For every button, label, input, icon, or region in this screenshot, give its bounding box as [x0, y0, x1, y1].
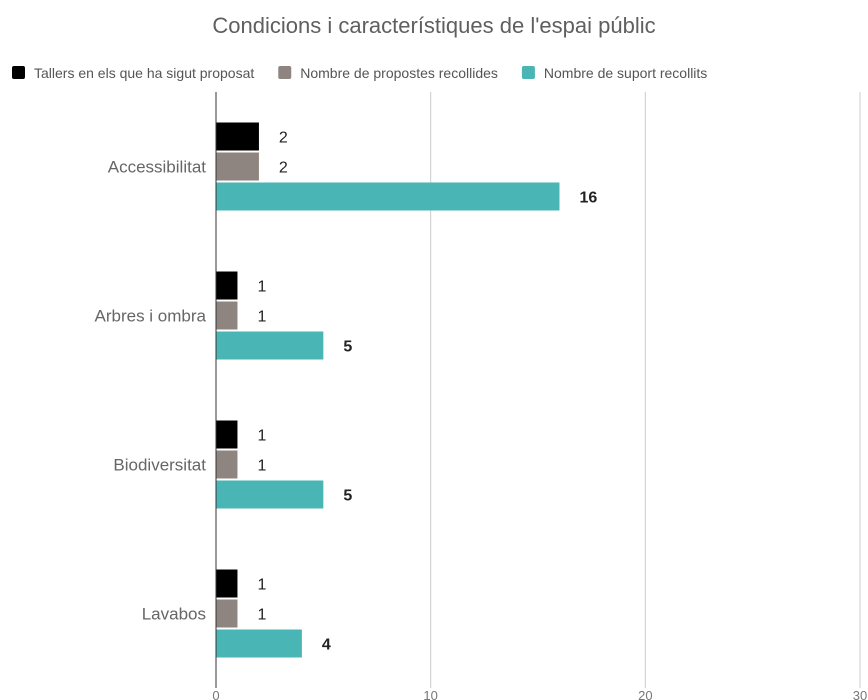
bar-2-0	[216, 420, 238, 449]
bar-2-2	[216, 480, 324, 509]
data-label-3-2: 4	[322, 637, 331, 654]
bars	[216, 122, 560, 658]
x-tick-label-0: 0	[212, 688, 219, 700]
data-label-1-1: 1	[257, 309, 266, 326]
legend-swatch-0	[12, 66, 25, 79]
data-label-0-0: 2	[279, 130, 288, 147]
data-labels: 2 2 16 1 1 5 1 1 5 1 1 4	[257, 130, 597, 654]
data-label-1-2: 5	[343, 339, 352, 356]
data-label-0-1: 2	[279, 160, 288, 177]
legend-label-0: Tallers en els que ha sigut proposat	[34, 65, 254, 81]
legend-label-1: Nombre de propostes recollides	[300, 65, 498, 81]
category-label-3: Lavabos	[142, 605, 206, 624]
chart-title: Condicions i característiques de l'espai…	[212, 13, 655, 38]
legend-label-2: Nombre de suport recollits	[544, 65, 707, 81]
category-label-2: Biodiversitat	[113, 456, 206, 475]
data-label-0-2: 16	[579, 190, 597, 207]
bar-0-0	[216, 122, 259, 151]
data-label-3-1: 1	[257, 607, 266, 624]
bar-1-2	[216, 331, 324, 360]
legend: Tallers en els que ha sigut proposat Nomb…	[12, 65, 707, 81]
x-axis-ticks: 0 10 20 30	[212, 688, 867, 700]
category-label-0: Accessibilitat	[108, 158, 207, 177]
legend-swatch-2	[521, 66, 535, 79]
bar-1-1	[216, 301, 238, 330]
grid-lines	[430, 92, 861, 688]
data-label-3-0: 1	[257, 577, 266, 594]
data-label-2-1: 1	[257, 458, 266, 475]
category-labels: Accessibilitat Arbres i ombra Biodiversita…	[95, 158, 207, 624]
bar-3-2	[216, 629, 302, 658]
x-tick-label-1: 10	[423, 688, 437, 700]
x-tick-label-3: 30	[853, 688, 867, 700]
x-tick-label-2: 20	[638, 688, 652, 700]
data-label-2-0: 1	[257, 428, 266, 445]
bar-0-1	[216, 152, 259, 181]
data-label-2-2: 5	[343, 488, 352, 505]
bar-3-1	[216, 599, 238, 628]
bar-0-2	[216, 182, 560, 211]
category-label-1: Arbres i ombra	[95, 307, 207, 326]
bar-3-0	[216, 569, 238, 598]
data-label-1-0: 1	[257, 279, 266, 296]
legend-swatch-1	[278, 66, 292, 79]
bar-2-1	[216, 450, 238, 479]
bar-1-0	[216, 271, 238, 300]
